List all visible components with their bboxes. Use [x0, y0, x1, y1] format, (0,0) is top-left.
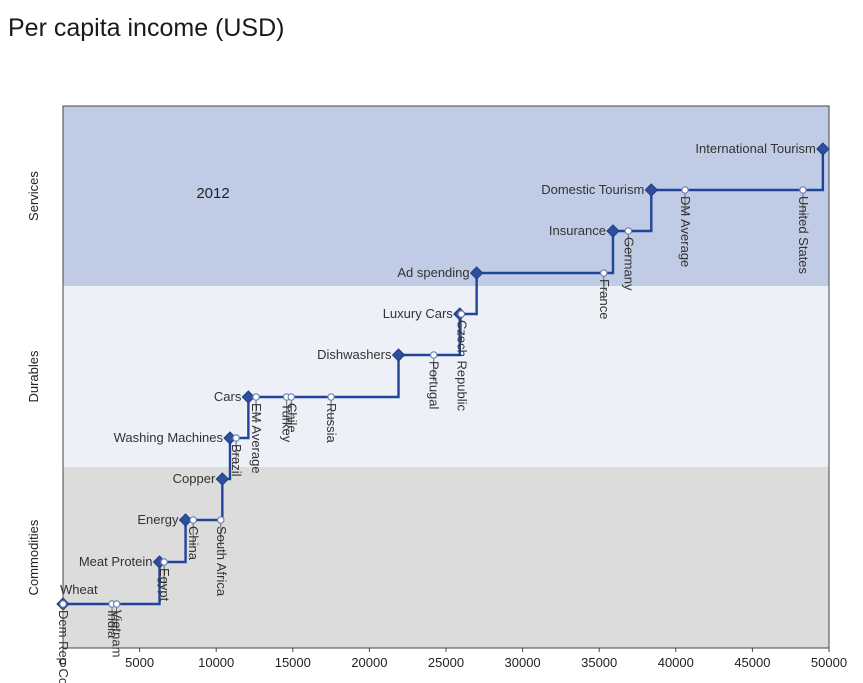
- country-marker: [429, 351, 438, 359]
- country-label: Vietnam: [110, 610, 125, 657]
- band-label: Commodities: [26, 519, 41, 595]
- country-marker: [189, 516, 198, 524]
- category-label: Meat Protein: [79, 554, 153, 569]
- country-label: Czech Republic: [454, 320, 469, 412]
- country-label: Dem Rep Congo: [56, 610, 71, 683]
- step-series: [56, 142, 830, 630]
- category-marker: [178, 513, 193, 527]
- country-marker: [457, 310, 466, 318]
- category-label: Ad spending: [397, 265, 469, 280]
- x-tick-label: 5000: [125, 655, 154, 670]
- category-marker: [816, 142, 830, 156]
- country-label: EM Average: [249, 403, 264, 474]
- category-marker: [469, 266, 484, 280]
- country-label: India: [105, 610, 120, 639]
- x-tick-label: 25000: [428, 655, 464, 670]
- x-tick-label: 0: [59, 655, 66, 670]
- country-label: South Africa: [214, 526, 229, 597]
- country-marker: [599, 269, 608, 277]
- country-marker: [112, 600, 121, 608]
- country-label: Brazil: [229, 444, 244, 477]
- country-marker: [287, 393, 296, 401]
- country-marker: [624, 227, 633, 235]
- category-label: International Tourism: [695, 141, 815, 156]
- category-marker: [644, 183, 658, 197]
- country-label: Chile: [284, 403, 299, 433]
- chart-title: Per capita income (USD): [8, 14, 285, 42]
- country-label: Portugal: [427, 361, 442, 410]
- band-durables: [63, 286, 829, 467]
- x-tick-label: 45000: [734, 655, 770, 670]
- x-tick-label: 50000: [811, 655, 847, 670]
- category-label: Wheat: [60, 582, 98, 597]
- bands-layer: Services Durables Commodities: [26, 105, 830, 649]
- category-label: Domestic Tourism: [541, 182, 644, 197]
- country-marker: [252, 393, 260, 401]
- country-marker: [799, 186, 807, 194]
- country-marker: [216, 516, 225, 524]
- country-marker: [232, 434, 240, 442]
- band-commodities: [63, 467, 829, 648]
- x-axis: 0 5000 10000 15000 20000 25000 30000 35000 40000…: [59, 648, 847, 670]
- country-label: Germany: [621, 237, 636, 291]
- x-tick-label: 40000: [658, 655, 694, 670]
- country-label: China: [186, 526, 201, 561]
- category-label: Copper: [173, 471, 216, 486]
- country-label: United States: [796, 196, 811, 275]
- category-marker: [241, 390, 256, 404]
- category-label: Energy: [137, 512, 179, 527]
- x-tick-label: 10000: [198, 655, 234, 670]
- country-label: Egypt: [157, 568, 172, 602]
- category-label: Washing Machines: [114, 430, 224, 445]
- category-label: Dishwashers: [317, 347, 392, 362]
- country-marker: [160, 558, 168, 566]
- country-label: Turkey: [280, 403, 295, 443]
- band-label: Services: [26, 171, 41, 221]
- category-marker: [606, 224, 620, 238]
- x-tick-label: 20000: [351, 655, 387, 670]
- category-label: Luxury Cars: [383, 306, 454, 321]
- country-label: DM Average: [678, 196, 693, 267]
- x-tick-label: 15000: [275, 655, 311, 670]
- country-label: France: [597, 279, 612, 319]
- band-label: Durables: [26, 350, 41, 403]
- category-label: Cars: [214, 389, 242, 404]
- x-tick-label: 35000: [581, 655, 617, 670]
- year-annotation: 2012: [196, 185, 229, 202]
- category-marker: [391, 348, 406, 362]
- labels-layer: 2012 Wheat Meat Protein Energy Copper Washing…: [56, 141, 816, 683]
- country-marker: [681, 186, 689, 194]
- band-services: [63, 106, 829, 286]
- category-label: Insurance: [549, 223, 606, 238]
- category-marker: [215, 472, 230, 486]
- country-label: Russia: [324, 403, 339, 444]
- country-marker: [327, 393, 335, 401]
- x-tick-label: 30000: [505, 655, 541, 670]
- country-marker: [59, 600, 67, 608]
